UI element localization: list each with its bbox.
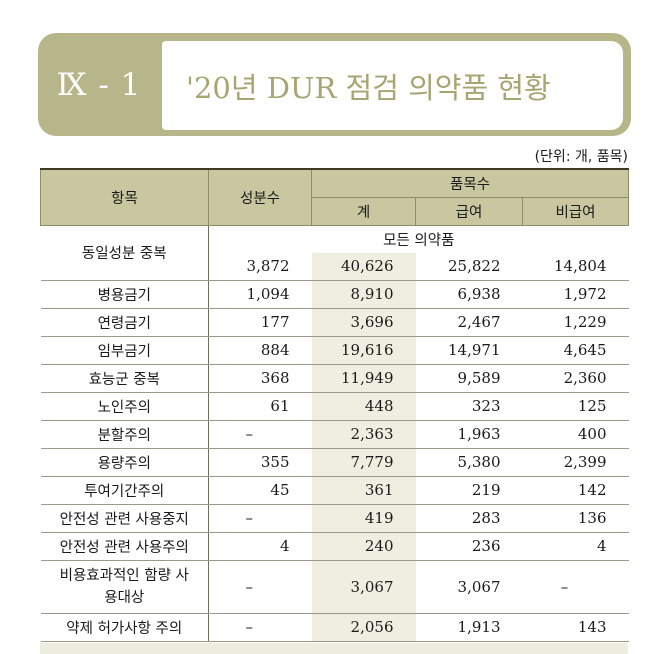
cell-noncovered: 136	[522, 504, 629, 533]
cell-covered: 6,938	[415, 280, 523, 309]
header-item: 항목	[40, 168, 209, 226]
cell-total: 3,696	[311, 308, 416, 337]
row-label: 투여기간주의	[40, 476, 209, 505]
cell-ingredients: 355	[208, 448, 312, 477]
cell-noncovered: –	[522, 560, 629, 614]
cell-ingredients: 177	[208, 308, 312, 337]
row-label: 노인주의	[40, 392, 209, 421]
cell-total: 2,363	[311, 420, 416, 449]
cell-noncovered: 1,229	[522, 308, 629, 337]
table-footer-band	[40, 643, 628, 654]
cell-covered: 3,067	[415, 560, 523, 614]
row-label: 동일성분 중복	[40, 225, 209, 281]
cell-total: 11,949	[311, 364, 416, 393]
cell-covered: 323	[415, 392, 523, 421]
table-row: 3,872 40,626 25,822 14,804	[41, 252, 629, 281]
row-label: 효능군 중복	[40, 364, 209, 393]
cell-total: 19,616	[311, 336, 416, 365]
header-total: 계	[311, 196, 416, 226]
table-row: 효능군 중복 368 11,949 9,589 2,360	[40, 364, 629, 393]
header-noncovered: 비급여	[521, 196, 630, 226]
cell-covered: 5,380	[415, 448, 523, 477]
cell-total: 7,779	[311, 448, 416, 477]
cell-ingredients: 884	[208, 336, 312, 365]
table-row: 안전성 관련 사용중지 – 419 283 136	[40, 504, 629, 533]
cell-total: 3,067	[311, 560, 416, 614]
table-row: 안전성 관련 사용주의 4 240 236 4	[40, 532, 629, 561]
header-products: 품목수	[310, 168, 630, 198]
cell-ingredients: 1,094	[208, 280, 312, 309]
row-label: 병용금기	[40, 280, 209, 309]
cell-total: 448	[311, 392, 416, 421]
cell-covered: 9,589	[415, 364, 523, 393]
cell-covered: 2,467	[415, 308, 523, 337]
cell-ingredients: 61	[208, 392, 312, 421]
row-label: 임부금기	[40, 336, 209, 365]
cell-covered: 14,971	[415, 336, 523, 365]
dur-table: 항목 성분수 품목수 계 급여 비급여 동일성분 중복 모든 의약품 3,872…	[40, 168, 630, 642]
cell-covered: 283	[415, 504, 523, 533]
cell-ingredients: 3,872	[208, 252, 312, 281]
cell-total: 40,626	[311, 252, 416, 281]
cell-total: 419	[311, 504, 416, 533]
all-products-label: 모든 의약품	[383, 232, 455, 249]
row-label: 분할주의	[40, 420, 209, 449]
cell-ingredients: 45	[208, 476, 312, 505]
row-label: 비용효과적인 함량 사용대상	[40, 560, 209, 614]
table-row: 비용효과적인 함량 사용대상 – 3,067 3,067 –	[40, 560, 629, 614]
section-title-box: '20년 DUR 점검 의약품 현황	[162, 41, 623, 130]
cell-noncovered: 2,360	[522, 364, 629, 393]
table-row: 임부금기 884 19,616 14,971 4,645	[40, 336, 629, 365]
cell-covered: 1,913	[415, 613, 523, 642]
cell-noncovered: 2,399	[522, 448, 629, 477]
section-banner: Ⅸ - 1 '20년 DUR 점검 의약품 현황	[38, 33, 631, 136]
table-row: 분할주의 – 2,363 1,963 400	[40, 420, 629, 449]
cell-covered: 236	[415, 532, 523, 561]
cell-ingredients: –	[208, 504, 312, 533]
table-row: 용량주의 355 7,779 5,380 2,399	[40, 448, 629, 477]
table-row: 연령금기 177 3,696 2,467 1,229	[40, 308, 629, 337]
cell-total: 2,056	[311, 613, 416, 642]
cell-noncovered: 400	[522, 420, 629, 449]
section-title: '20년 DUR 점검 의약품 현황	[186, 70, 551, 105]
row-label: 연령금기	[40, 308, 209, 337]
cell-noncovered: 4,645	[522, 336, 629, 365]
table-row: 약제 허가사항 주의 – 2,056 1,913 143	[40, 613, 629, 642]
cell-ingredients: –	[208, 420, 312, 449]
row-label: 안전성 관련 사용중지	[40, 504, 209, 533]
header-ingredients: 성분수	[208, 168, 312, 226]
cell-total: 240	[311, 532, 416, 561]
section-number: Ⅸ - 1	[56, 66, 142, 103]
row-label: 약제 허가사항 주의	[40, 613, 209, 642]
cell-noncovered: 143	[522, 613, 629, 642]
cell-noncovered: 4	[522, 532, 629, 561]
cell-ingredients: –	[208, 613, 312, 642]
table-row: 투여기간주의 45 361 219 142	[40, 476, 629, 505]
cell-covered: 1,963	[415, 420, 523, 449]
cell-covered: 25,822	[415, 252, 523, 281]
row-label: 안전성 관련 사용주의	[40, 532, 209, 561]
cell-ingredients: –	[208, 560, 312, 614]
cell-ingredients: 4	[208, 532, 312, 561]
cell-noncovered: 1,972	[522, 280, 629, 309]
cell-noncovered: 14,804	[522, 252, 629, 281]
cell-total: 8,910	[311, 280, 416, 309]
table-row: 동일성분 중복 모든 의약품	[40, 225, 629, 281]
unit-note: (단위: 개, 품목)	[534, 149, 628, 165]
cell-covered: 219	[415, 476, 523, 505]
row-label: 용량주의	[40, 448, 209, 477]
cell-noncovered: 142	[522, 476, 629, 505]
cell-total: 361	[311, 476, 416, 505]
cell-ingredients: 368	[208, 364, 312, 393]
table-row: 병용금기 1,094 8,910 6,938 1,972	[40, 280, 629, 309]
table-row: 노인주의 61 448 323 125	[40, 392, 629, 421]
header-covered: 급여	[415, 196, 523, 226]
cell-noncovered: 125	[522, 392, 629, 421]
